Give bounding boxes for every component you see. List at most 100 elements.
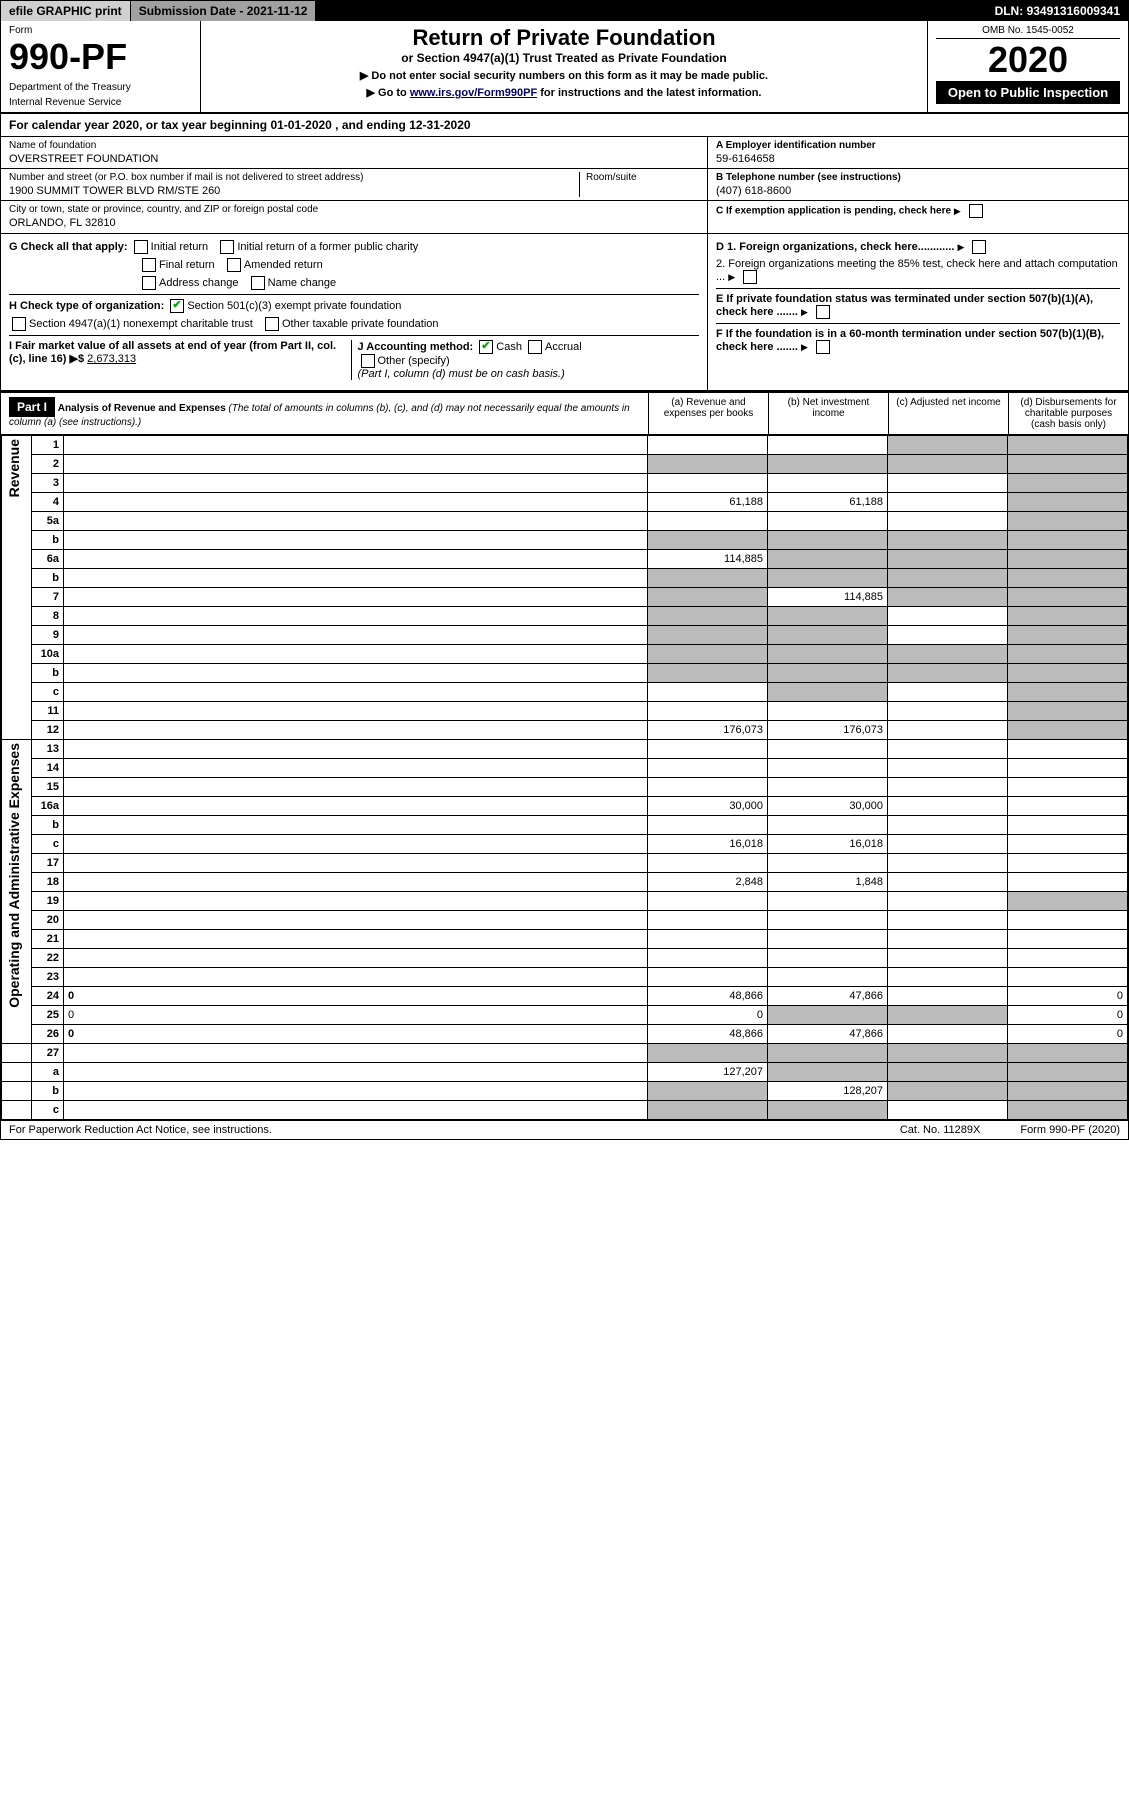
line-description bbox=[64, 455, 648, 474]
line-description: 0 bbox=[64, 987, 648, 1006]
line-number: 7 bbox=[32, 588, 64, 607]
footer: For Paperwork Reduction Act Notice, see … bbox=[1, 1120, 1128, 1139]
col-d-cell bbox=[1008, 968, 1128, 987]
col-a-cell: 2,848 bbox=[648, 873, 768, 892]
col-a-cell bbox=[648, 436, 768, 455]
col-c-cell bbox=[888, 968, 1008, 987]
checkbox-address-change[interactable] bbox=[142, 276, 156, 290]
checkbox-501c3[interactable] bbox=[170, 299, 184, 313]
line-number: 17 bbox=[32, 854, 64, 873]
line-description bbox=[64, 512, 648, 531]
checkbox-cash[interactable] bbox=[479, 340, 493, 354]
col-d-cell bbox=[1008, 911, 1128, 930]
line-number: 12 bbox=[32, 721, 64, 740]
col-b-cell: 47,866 bbox=[768, 1025, 888, 1044]
line-number: c bbox=[32, 1101, 64, 1120]
line-description bbox=[64, 968, 648, 987]
line-description bbox=[64, 949, 648, 968]
col-a-cell bbox=[648, 588, 768, 607]
cat-no: Cat. No. 11289X bbox=[900, 1124, 981, 1136]
line-number: b bbox=[32, 1082, 64, 1101]
col-a-cell bbox=[648, 740, 768, 759]
col-c-cell bbox=[888, 949, 1008, 968]
checkbox-d1[interactable] bbox=[972, 240, 986, 254]
col-d-cell bbox=[1008, 436, 1128, 455]
checkbox-d2[interactable] bbox=[743, 270, 757, 284]
col-d-cell bbox=[1008, 759, 1128, 778]
col-d-cell bbox=[1008, 835, 1128, 854]
line-description: 0 bbox=[64, 1006, 648, 1025]
checkbox-former-charity[interactable] bbox=[220, 240, 234, 254]
instructions-link[interactable]: www.irs.gov/Form990PF bbox=[410, 87, 537, 99]
line-number: 3 bbox=[32, 474, 64, 493]
col-c-cell bbox=[888, 930, 1008, 949]
col-d-cell bbox=[1008, 797, 1128, 816]
city-value: ORLANDO, FL 32810 bbox=[9, 217, 699, 229]
dln: DLN: 93491316009341 bbox=[987, 1, 1128, 21]
col-a-cell: 48,866 bbox=[648, 1025, 768, 1044]
col-b-cell bbox=[768, 759, 888, 778]
col-d-cell bbox=[1008, 949, 1128, 968]
checkbox-4947a1[interactable] bbox=[12, 317, 26, 331]
line-number: 15 bbox=[32, 778, 64, 797]
col-a-cell bbox=[648, 949, 768, 968]
line-description bbox=[64, 531, 648, 550]
line-number: 13 bbox=[32, 740, 64, 759]
info-block: Name of foundation OVERSTREET FOUNDATION… bbox=[1, 137, 1128, 234]
line-number: 1 bbox=[32, 436, 64, 455]
line-description bbox=[64, 436, 648, 455]
table-row: b bbox=[2, 816, 1128, 835]
checkbox-final-return[interactable] bbox=[142, 258, 156, 272]
checkbox-accrual[interactable] bbox=[528, 340, 542, 354]
part1-header: Part I Analysis of Revenue and Expenses … bbox=[1, 391, 1128, 435]
col-c-cell bbox=[888, 607, 1008, 626]
col-d-cell bbox=[1008, 854, 1128, 873]
checkbox-initial-return[interactable] bbox=[134, 240, 148, 254]
efile-badge: efile GRAPHIC print bbox=[1, 1, 131, 21]
checkbox-c[interactable] bbox=[969, 204, 983, 218]
line-description bbox=[64, 1082, 648, 1101]
col-c-cell bbox=[888, 436, 1008, 455]
col-d-cell bbox=[1008, 873, 1128, 892]
top-bar: efile GRAPHIC print Submission Date - 20… bbox=[1, 1, 1128, 21]
col-c-cell bbox=[888, 702, 1008, 721]
checkbox-f[interactable] bbox=[816, 340, 830, 354]
checkbox-amended-return[interactable] bbox=[227, 258, 241, 272]
col-c-cell bbox=[888, 835, 1008, 854]
col-a-cell bbox=[648, 664, 768, 683]
col-a-cell: 61,188 bbox=[648, 493, 768, 512]
col-d-cell bbox=[1008, 645, 1128, 664]
line-description bbox=[64, 474, 648, 493]
checkbox-e[interactable] bbox=[816, 305, 830, 319]
line-number: 25 bbox=[32, 1006, 64, 1025]
exemption-pending-row: C If exemption application is pending, c… bbox=[708, 201, 1128, 233]
line-number: 26 bbox=[32, 1025, 64, 1044]
form-instr-1: ▶ Do not enter social security numbers o… bbox=[209, 69, 919, 82]
line-number: 16a bbox=[32, 797, 64, 816]
line-number: 6a bbox=[32, 550, 64, 569]
line-description: 0 bbox=[64, 1025, 648, 1044]
col-c-cell bbox=[888, 1025, 1008, 1044]
table-row: 26048,86647,8660 bbox=[2, 1025, 1128, 1044]
col-d-cell bbox=[1008, 550, 1128, 569]
col-b-cell bbox=[768, 531, 888, 550]
checkbox-name-change[interactable] bbox=[251, 276, 265, 290]
foundation-name-row: Name of foundation OVERSTREET FOUNDATION bbox=[1, 137, 707, 169]
line-number: 18 bbox=[32, 873, 64, 892]
part1-title: Analysis of Revenue and Expenses bbox=[58, 403, 226, 414]
line-description bbox=[64, 759, 648, 778]
table-row: 21 bbox=[2, 930, 1128, 949]
col-b-cell bbox=[768, 455, 888, 474]
line-description bbox=[64, 740, 648, 759]
form-subtitle: or Section 4947(a)(1) Trust Treated as P… bbox=[209, 51, 919, 65]
col-a-cell: 16,018 bbox=[648, 835, 768, 854]
g-row: G Check all that apply: Initial return I… bbox=[9, 240, 699, 254]
col-a-cell bbox=[648, 512, 768, 531]
line-description bbox=[64, 1063, 648, 1082]
table-row: 24048,86647,8660 bbox=[2, 987, 1128, 1006]
col-c-cell bbox=[888, 816, 1008, 835]
revenue-section-label: Revenue bbox=[6, 439, 22, 497]
checkbox-other-taxable[interactable] bbox=[265, 317, 279, 331]
col-b-cell bbox=[768, 911, 888, 930]
checkbox-other-method[interactable] bbox=[361, 354, 375, 368]
